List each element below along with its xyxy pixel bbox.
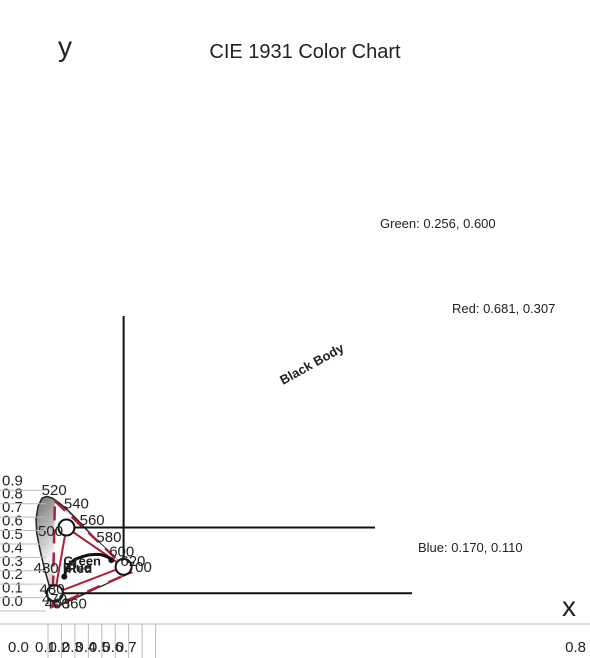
wavelength-label: 620 bbox=[120, 553, 145, 570]
wavelength-label: 560 bbox=[80, 512, 105, 529]
wavelength-label: 580 bbox=[96, 529, 121, 546]
y-tick-label: 0.9 bbox=[2, 472, 23, 489]
wavelength-label: 470 bbox=[42, 591, 67, 608]
wavelength-label: 600 bbox=[109, 544, 134, 561]
black-body-start-dot bbox=[61, 573, 68, 580]
black-body-curve bbox=[62, 552, 113, 577]
primary-marker-red bbox=[114, 557, 133, 576]
wavelength-label: 360 bbox=[62, 595, 87, 612]
x-tick-label: 0.6 bbox=[102, 639, 123, 656]
wavelength-label: 540 bbox=[64, 495, 89, 512]
black-body-label: Black Body bbox=[277, 340, 347, 388]
primary-marker-green bbox=[57, 518, 76, 537]
x-tick-label: 0.3 bbox=[62, 639, 83, 656]
wavelength-label: 520 bbox=[42, 482, 67, 499]
y-axis-label: y bbox=[58, 31, 72, 62]
x-axis-ticks: 0.0 0.10.20.30.40.50.60.7 0.8 bbox=[0, 623, 590, 658]
chart-title: CIE 1931 Color Chart bbox=[209, 41, 401, 63]
x-tick-label: 0.8 bbox=[565, 639, 586, 656]
x-tick-label: 0.5 bbox=[89, 639, 110, 656]
annotation-blue: Blue: 0.170, 0.110 bbox=[418, 540, 523, 555]
x-tick-label: 0.0 bbox=[8, 639, 29, 656]
wavelength-label: 480 bbox=[34, 560, 59, 577]
x-tick-label: 0.1 bbox=[35, 639, 56, 656]
x-axis-label: x bbox=[562, 591, 576, 622]
wavelength-label: 480 bbox=[40, 581, 65, 598]
wavelength-label: 460 bbox=[45, 595, 70, 612]
annotation-green: Green: 0.256, 0.600 bbox=[380, 216, 496, 231]
primary-marker-blue bbox=[45, 584, 64, 603]
wavelength-label: 700 bbox=[127, 559, 152, 576]
x-tick-label: 0.7 bbox=[116, 639, 137, 656]
x-tick-label: 0.4 bbox=[75, 639, 96, 656]
primary-markers bbox=[45, 518, 133, 603]
primary-gamut-triangle bbox=[53, 525, 126, 595]
y-axis-ticks: 0.00.10.20.30.40.50.60.70.80.9 bbox=[0, 472, 46, 612]
black-body-end-dot bbox=[108, 557, 115, 564]
primary-label-blue: Blue bbox=[63, 560, 91, 575]
wavelength-label: 500 bbox=[38, 523, 63, 540]
annotation-red: Red: 0.681, 0.307 bbox=[452, 301, 555, 316]
x-tick-label: 0.2 bbox=[48, 639, 69, 656]
annotation-leaders: Green: 0.256, 0.600 Red: 0.681, 0.307 Blue… bbox=[54, 216, 555, 595]
primary-label-green: Green bbox=[63, 554, 101, 569]
primary-label-red: Red bbox=[68, 561, 93, 576]
